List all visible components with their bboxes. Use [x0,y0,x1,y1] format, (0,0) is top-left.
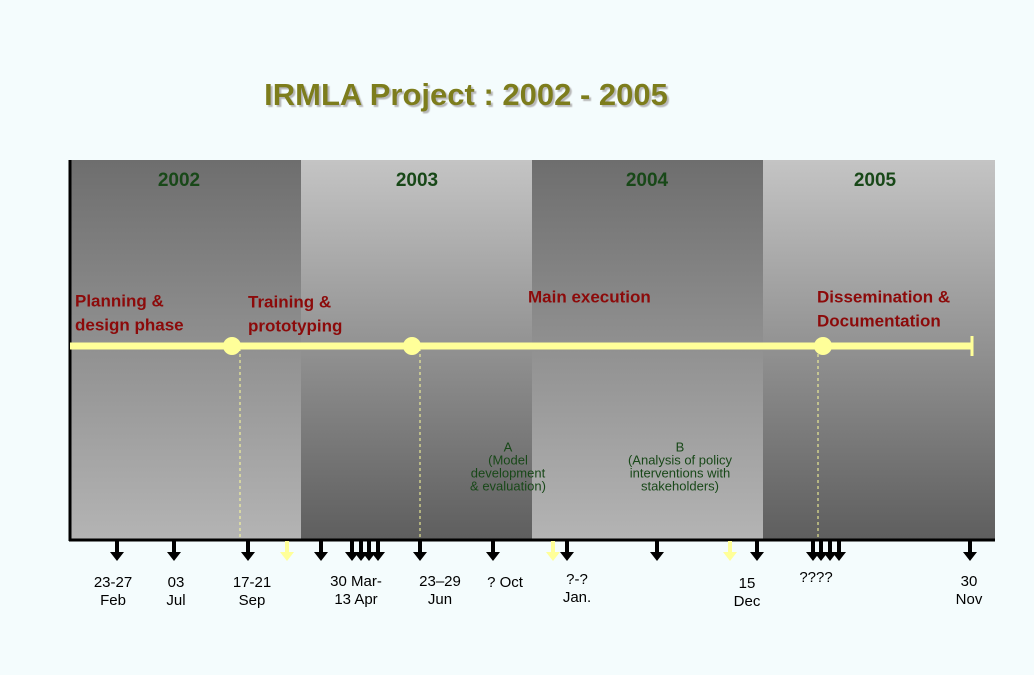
date-label: Jun [428,591,452,608]
note: interventions with [630,465,730,480]
arrow [806,541,820,561]
arrow [486,541,500,561]
phase-label: Training & [248,292,331,311]
arrow [413,541,427,561]
date-label: 03 [168,574,185,591]
arrow [241,541,255,561]
arrow [371,541,385,561]
note: (Analysis of policy [628,452,733,467]
band [532,160,763,540]
arrow [823,541,837,561]
arrows [110,541,977,561]
date-label: 30 Mar- [330,573,382,590]
date-label: 13 Apr [334,591,377,608]
phase-label: Planning & [75,291,164,310]
note: development [471,465,546,480]
phase-label: prototyping [248,316,342,335]
arrow [814,541,828,561]
note: A [504,439,513,454]
date-label: Jan. [563,589,591,606]
date-label: ? Oct [487,574,524,591]
date-label: 17-21 [233,574,271,591]
date-label: Sep [239,592,266,609]
date-label: 23–29 [419,573,461,590]
year-label: 2004 [626,170,669,191]
date-label: ???? [799,569,832,586]
date-label: Nov [956,591,983,608]
arrow [546,541,560,561]
date-label: Feb [100,592,126,609]
note: (Model [488,452,528,467]
date-label: 30 [961,573,978,590]
note: B [676,439,685,454]
arrow [354,541,368,561]
arrow [345,541,359,561]
arrow [280,541,294,561]
date-label: Jul [166,592,185,609]
phase-label: Dissemination & [817,287,950,306]
date-label: ?-? [566,571,588,588]
year-label: 2005 [854,170,897,191]
phase-label: design phase [75,315,184,334]
phase-markers [223,337,832,355]
arrow [650,541,664,561]
date-label: Dec [734,593,761,610]
band [70,160,301,540]
arrow [963,541,977,561]
phase-label: Documentation [817,311,941,330]
title: IRMLA Project : 2002 - 2005 [264,77,668,112]
band [763,160,995,540]
phase-dividers [239,348,819,540]
arrow [832,541,846,561]
date-label: 15 [739,575,756,592]
arrow [750,541,764,561]
note: stakeholders) [641,478,719,493]
note: & evaluation) [470,478,546,493]
arrow [723,541,737,561]
arrow [110,541,124,561]
year-label: 2002 [158,170,200,191]
arrow [314,541,328,561]
phase-label: Main execution [528,287,651,306]
year-label: 2003 [396,170,438,191]
arrow [167,541,181,561]
arrow [560,541,574,561]
date-label: 23-27 [94,574,132,591]
arrow [362,541,376,561]
